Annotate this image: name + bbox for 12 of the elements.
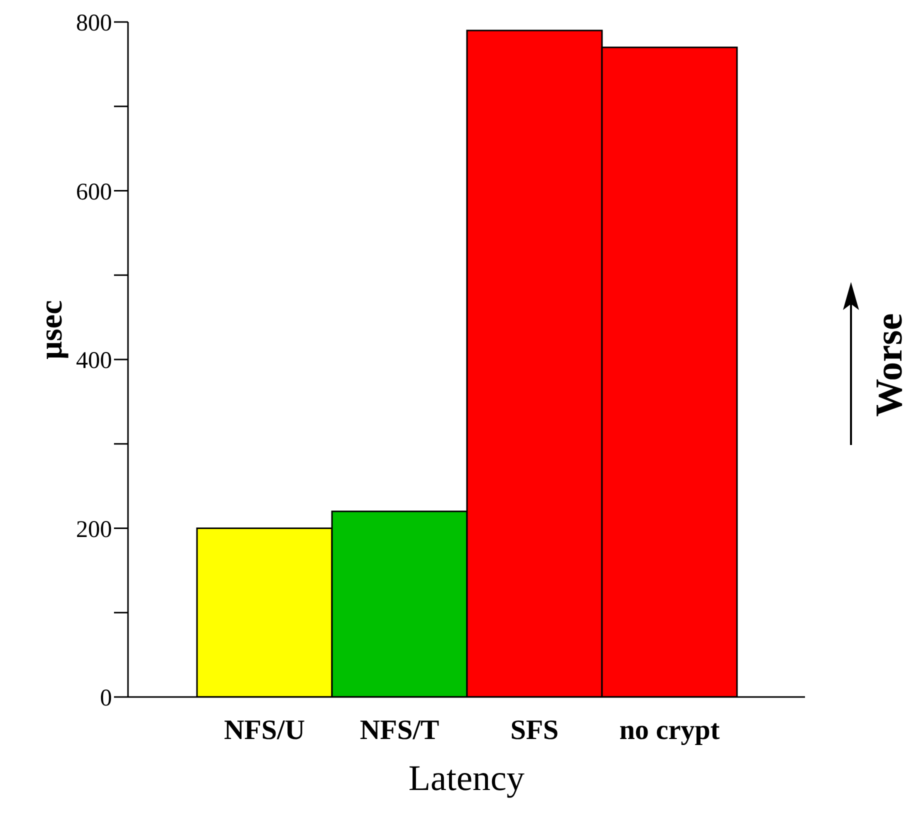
x-tick-label: no crypt xyxy=(619,714,720,746)
y-tick-label: 400 xyxy=(76,348,112,374)
x-tick-label: NFS/U xyxy=(224,714,305,746)
x-axis-title: Latency xyxy=(408,758,524,798)
y-tick-label: 200 xyxy=(76,516,112,543)
y-axis-title: µsec xyxy=(32,300,68,360)
y-tick-label: 600 xyxy=(76,179,112,206)
y-tick-label: 0 xyxy=(100,686,112,712)
x-tick-label: NFS/T xyxy=(360,714,440,746)
x-tick-label: SFS xyxy=(510,714,559,746)
text: Worse xyxy=(868,313,909,417)
y-tick-label: 800 xyxy=(76,10,112,37)
